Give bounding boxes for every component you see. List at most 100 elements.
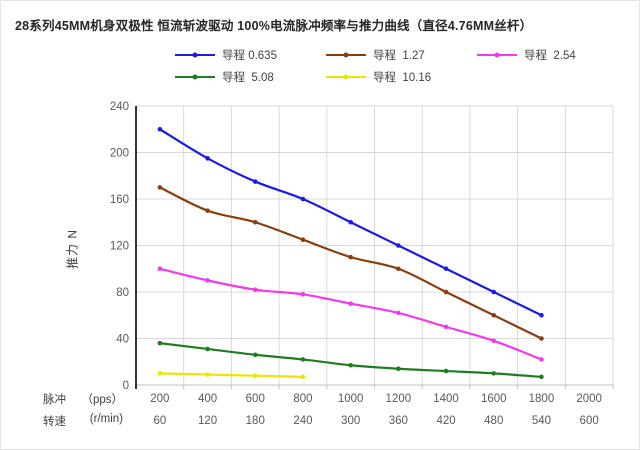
y-tick-label: 120 <box>110 241 129 253</box>
legend-line-marker-icon <box>477 52 517 58</box>
legend-dot-icon <box>192 52 198 58</box>
y-tick-label: 160 <box>110 194 129 206</box>
legend-row: 导程 5.08 导程 10.16 <box>175 66 635 88</box>
legend-item: 导程 0.635 <box>175 47 326 63</box>
x-tick-label-rpm: 60 <box>153 415 166 427</box>
x-axis-caption-speed-name: 转速 <box>43 416 66 428</box>
x-axis-caption-speed-unit: (r/min) <box>89 413 123 425</box>
legend-item: 导程 2.54 <box>477 47 576 63</box>
data-point-marker <box>539 336 544 341</box>
legend-line-marker-icon <box>175 74 215 80</box>
x-axis-caption-pulse-name: 脉冲 <box>43 394 66 406</box>
legend-item: 导程 1.27 <box>326 47 477 63</box>
x-tick-label-pps: 1000 <box>338 393 364 405</box>
legend-label: 导程 2.54 <box>524 50 576 62</box>
x-tick-label-rpm: 180 <box>246 415 265 427</box>
data-point-marker <box>539 374 544 380</box>
x-tick-label-rpm: 480 <box>484 415 503 427</box>
x-axis-caption-speed: 转速 (r/min) <box>43 413 123 429</box>
data-point-marker <box>491 289 497 295</box>
data-point-marker <box>205 372 210 377</box>
data-point-marker <box>205 208 210 213</box>
x-tick-label-pps: 600 <box>246 393 265 405</box>
data-point-marker <box>205 278 210 283</box>
data-point-marker <box>443 368 449 374</box>
legend-row: 导程 0.635 导程 1.27 导程 2.54 <box>175 44 635 66</box>
data-point-marker <box>443 324 449 330</box>
legend-dot-icon <box>343 74 349 80</box>
legend-line-marker-icon <box>175 52 215 58</box>
legend-dot-icon <box>192 74 198 80</box>
legend-item: 导程 5.08 <box>175 69 326 85</box>
data-point-marker <box>491 312 497 318</box>
data-point-marker <box>539 312 544 318</box>
legend-line-marker-icon <box>326 74 366 80</box>
x-axis-caption-pulse: 脉冲 （pps） <box>43 391 123 407</box>
x-tick-label-rpm: 600 <box>580 415 599 427</box>
x-tick-label-rpm: 240 <box>293 415 312 427</box>
data-point-marker <box>491 371 497 376</box>
data-point-marker <box>443 266 449 272</box>
series-line <box>158 372 305 378</box>
chart-title: 28系列45MM机身双极性 恒流斩波驱动 100%电流脉冲频率与推力曲线（直径4… <box>15 19 533 33</box>
legend-label: 导程 1.27 <box>373 50 425 62</box>
x-tick-label-pps: 1200 <box>386 393 412 405</box>
legend-dot-icon <box>494 52 500 58</box>
data-point-marker <box>205 346 210 352</box>
y-tick-label: 0 <box>123 380 129 392</box>
x-tick-label-pps: 200 <box>150 393 169 405</box>
data-point-marker <box>348 219 353 225</box>
data-point-marker <box>157 266 163 272</box>
data-point-marker <box>396 366 401 372</box>
x-tick-label-rpm: 540 <box>532 415 551 427</box>
x-tick-label-rpm: 300 <box>341 415 360 427</box>
legend-label: 导程 5.08 <box>222 72 274 84</box>
legend: 导程 0.635 导程 1.27 导程 2.54 导程 5.08 导程 10.16 <box>175 44 635 88</box>
x-tick-label-pps: 1800 <box>529 393 555 405</box>
data-point-marker <box>396 243 401 248</box>
data-point-marker <box>300 357 306 362</box>
data-point-marker <box>252 287 258 292</box>
x-tick-label-pps: 2000 <box>576 393 602 405</box>
x-tick-label-rpm: 360 <box>389 415 408 427</box>
data-point-marker <box>539 357 544 362</box>
data-point-marker <box>252 179 258 184</box>
legend-label: 导程 10.16 <box>373 72 432 84</box>
x-tick-label-pps: 1400 <box>433 393 459 405</box>
y-tick-label: 240 <box>110 101 129 113</box>
y-tick-label: 200 <box>110 148 129 160</box>
x-tick-label-pps: 800 <box>293 393 312 405</box>
data-point-marker <box>396 266 401 272</box>
data-point-marker <box>157 126 163 132</box>
x-axis-caption-pulse-unit: （pps） <box>81 394 123 406</box>
series-line <box>158 186 543 340</box>
legend-item: 导程 10.16 <box>326 69 431 85</box>
data-point-marker <box>252 219 258 225</box>
data-point-marker <box>157 185 163 190</box>
data-point-marker <box>491 338 497 344</box>
y-tick-label: 40 <box>116 334 129 346</box>
data-point-marker <box>300 196 306 202</box>
data-point-marker <box>396 310 401 316</box>
data-point-marker <box>300 237 306 242</box>
x-tick-label-rpm: 420 <box>436 415 455 427</box>
data-point-marker <box>348 254 353 260</box>
x-tick-label-pps: 400 <box>198 393 217 405</box>
data-point-marker <box>252 373 258 379</box>
series-line <box>158 267 543 361</box>
data-point-marker <box>157 371 163 376</box>
data-point-marker <box>157 340 163 346</box>
legend-label: 导程 0.635 <box>222 50 277 62</box>
data-point-marker <box>300 292 306 297</box>
data-point-marker <box>443 289 449 295</box>
legend-line-marker-icon <box>326 52 366 58</box>
legend-dot-icon <box>343 52 349 58</box>
x-tick-label-pps: 1600 <box>481 393 507 405</box>
series-line <box>158 342 543 378</box>
data-point-marker <box>348 301 353 306</box>
y-tick-label: 80 <box>116 287 129 299</box>
x-tick-label-rpm: 120 <box>198 415 217 427</box>
data-point-marker <box>252 352 258 358</box>
